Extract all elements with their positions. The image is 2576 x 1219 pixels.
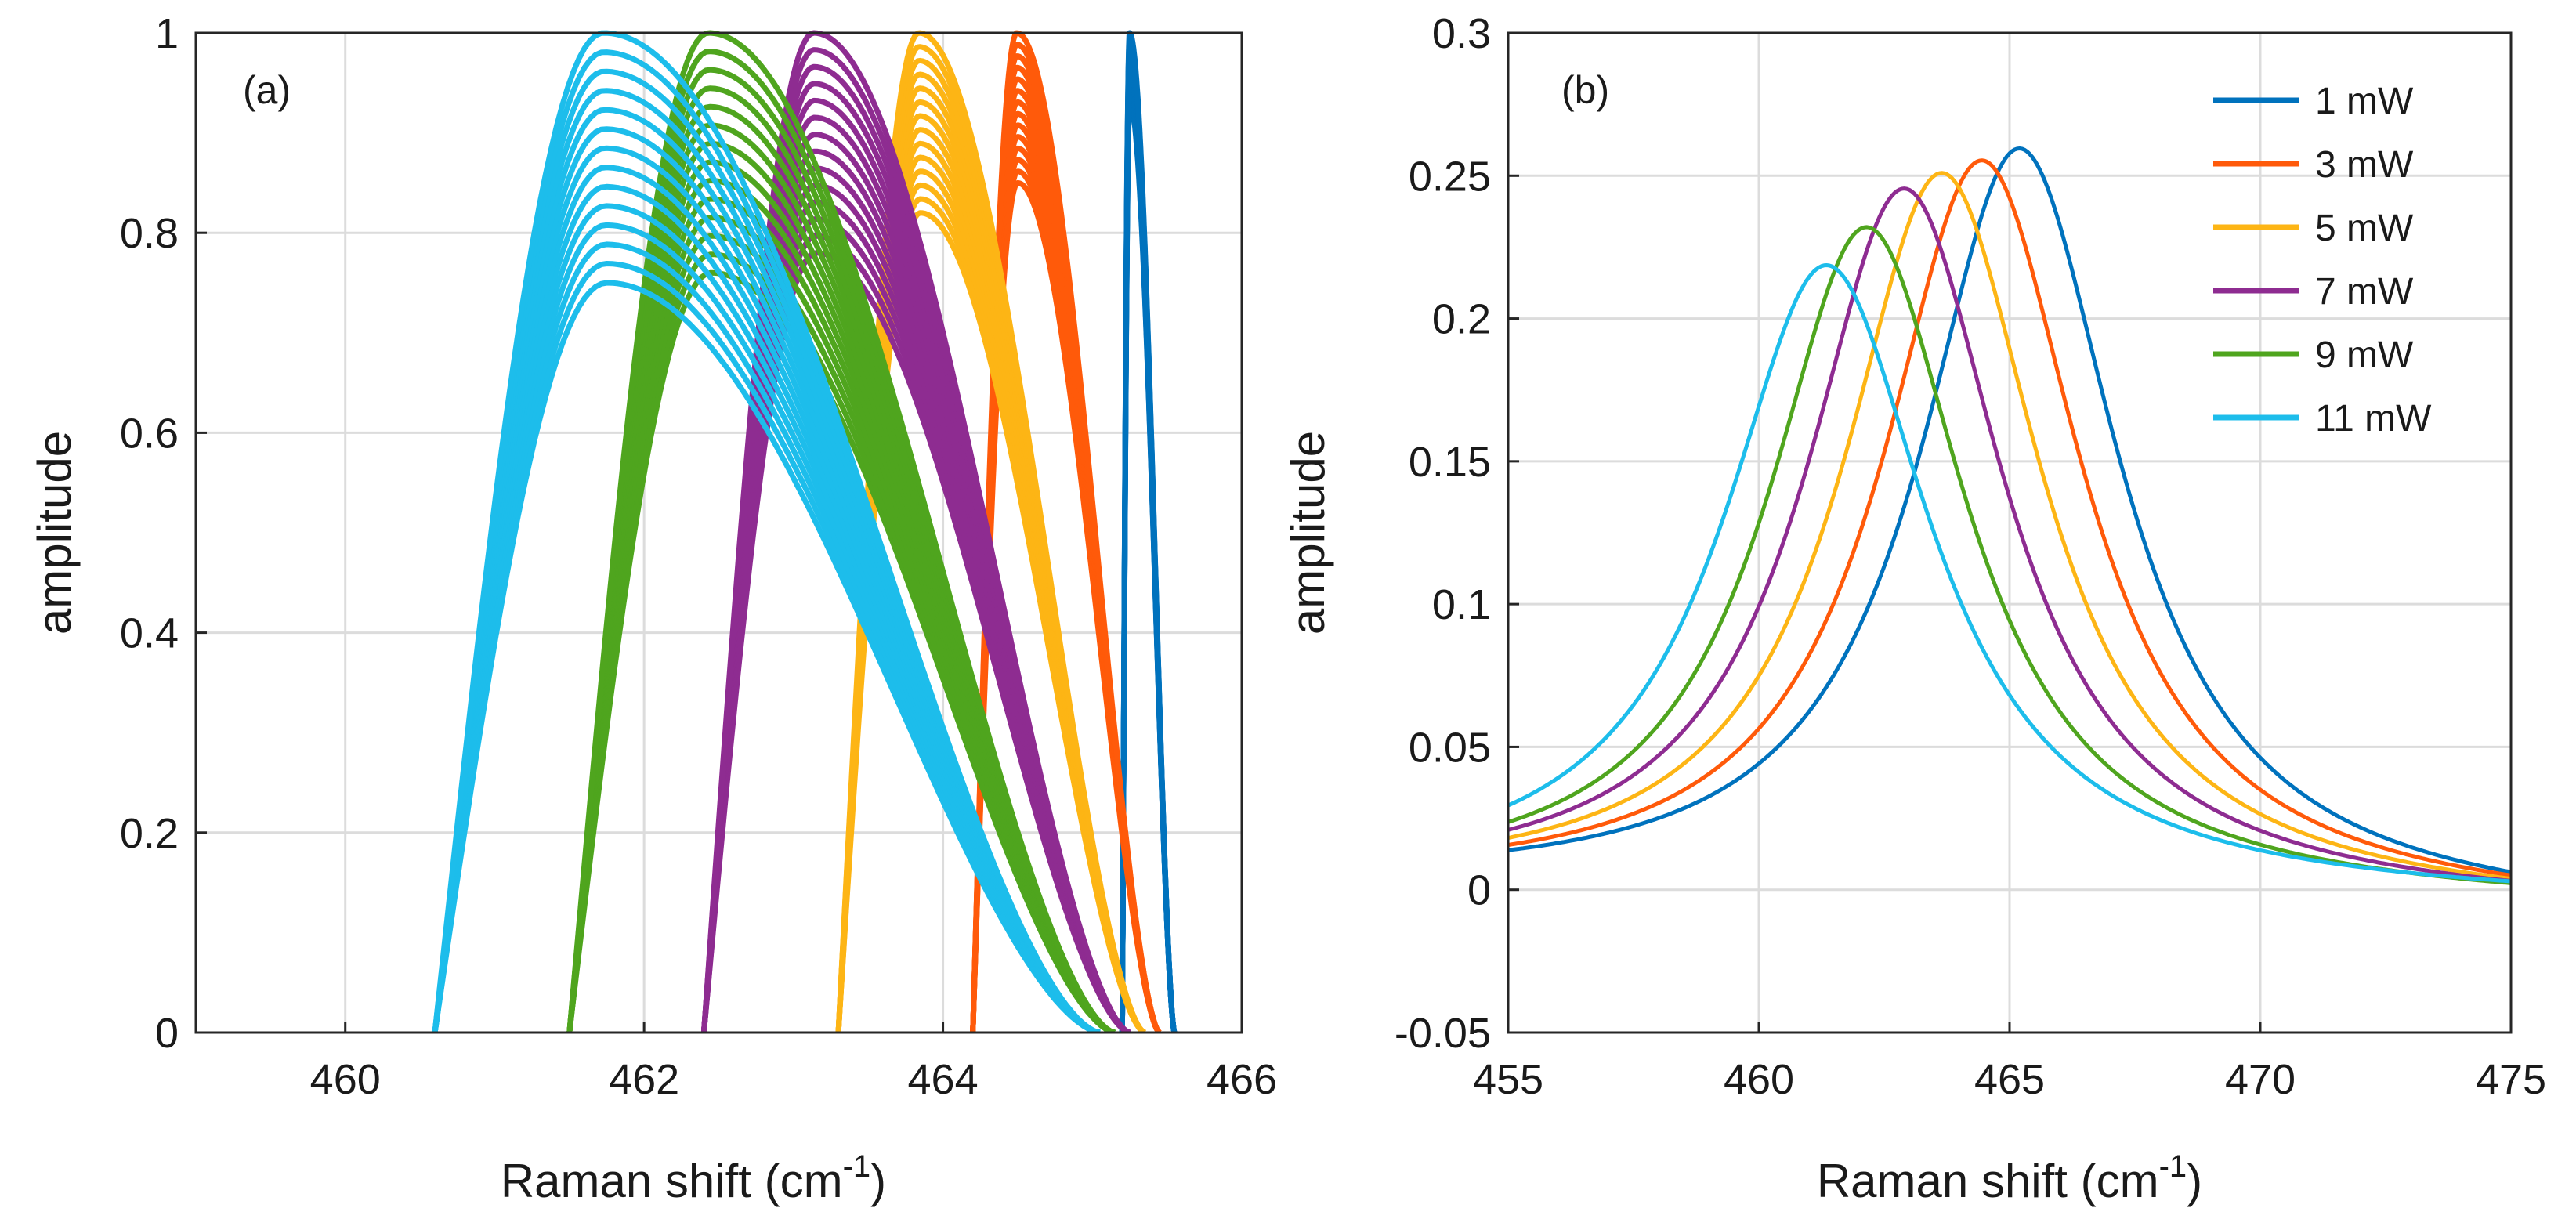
legend: 1 mW 3 mW 5 mW 7 mW 9 mW 11 mW [2213,81,2432,439]
x-tick-label: 465 [1974,1056,2045,1103]
y-tick-label: 0.8 [120,210,179,257]
legend-label: 7 mW [2315,271,2414,313]
x-tick-label: 475 [2476,1056,2546,1103]
x-tick-label: 466 [1207,1056,1277,1103]
x-tick-labels-a: 460 462 464 466 [310,1022,1277,1103]
series-band-11-mw [432,30,1101,1033]
y-tick-label: -0.05 [1395,1010,1491,1057]
legend-label: 9 mW [2315,335,2414,376]
series-line-5-mw [1508,171,2511,881]
panel-label-a: (a) [243,68,291,112]
y-tick-label: 0.15 [1409,439,1491,486]
y-axis-label-a: amplitude [28,431,81,635]
y-tick-labels-b: -0.05 0 0.05 0.1 0.15 0.2 0.25 0.3 [1395,10,1519,1057]
band-curve [970,30,1162,1033]
y-tick-label: 0.3 [1432,10,1491,57]
x-tick-label: 460 [310,1056,381,1103]
x-axis-label-a: Raman shift (cm-1) [501,1149,886,1207]
legend-label: 3 mW [2315,144,2414,186]
y-tick-label: 0.2 [1432,296,1491,343]
y-tick-labels-a: 0 0.2 0.4 0.6 0.8 1 [120,10,207,1057]
legend-label: 11 mW [2315,398,2432,439]
legend-item: 11 mW [2213,398,2432,439]
x-tick-label: 470 [2225,1056,2296,1103]
panel-label-b: (b) [1561,68,1609,112]
x-tick-label: 460 [1724,1056,1794,1103]
x-tick-label: 455 [1473,1056,1543,1103]
series-line-7-mw [1508,186,2511,883]
band-curve [1119,30,1178,1033]
series-line-1-mw [1508,146,2511,874]
y-tick-label: 0.25 [1409,153,1491,200]
legend-item: 9 mW [2213,335,2414,376]
x-tick-label: 464 [908,1056,979,1103]
band-curve [700,30,1131,1033]
plot-area-b [1508,146,2511,885]
y-tick-label: 0.4 [120,610,179,657]
series-line-11-mw [1508,263,2511,884]
band-curve [432,30,1101,1033]
series-band-3-mw [970,30,1162,1033]
legend-label: 1 mW [2315,81,2414,122]
y-tick-label: 0.05 [1409,724,1491,771]
series-band-1-mw [1119,30,1178,1033]
chart-panel-a: 460 462 464 466 0 0.2 0.4 0.6 0.8 1 (a) Raman sh… [28,10,1277,1207]
y-tick-label: 1 [155,10,179,57]
band-curve [566,30,1116,1033]
series-line-3-mw [1508,158,2511,877]
y-tick-label: 0 [155,1010,179,1057]
x-tick-labels-b: 455 460 465 470 475 [1473,1022,2546,1103]
legend-label: 5 mW [2315,208,2414,249]
legend-item: 1 mW [2213,81,2414,122]
axes-frame-a [194,31,1243,1034]
legend-item: 7 mW [2213,271,2414,313]
legend-item: 3 mW [2213,144,2414,186]
y-axis-label-b: amplitude [1282,431,1334,635]
x-axis-label-b: Raman shift (cm-1) [1817,1149,2202,1207]
y-tick-label: 0.1 [1432,581,1491,628]
chart-panel-b: 455 460 465 470 475 -0.05 0 0.05 0.1 0.15 0.2 0.25… [1282,10,2546,1207]
y-tick-label: 0 [1467,867,1491,914]
series-band-9-mw [566,30,1116,1033]
y-tick-label: 0.6 [120,410,179,457]
y-tick-label: 0.2 [120,810,179,857]
plot-area-a [432,30,1178,1033]
legend-item: 5 mW [2213,208,2414,249]
x-tick-label: 462 [609,1056,679,1103]
